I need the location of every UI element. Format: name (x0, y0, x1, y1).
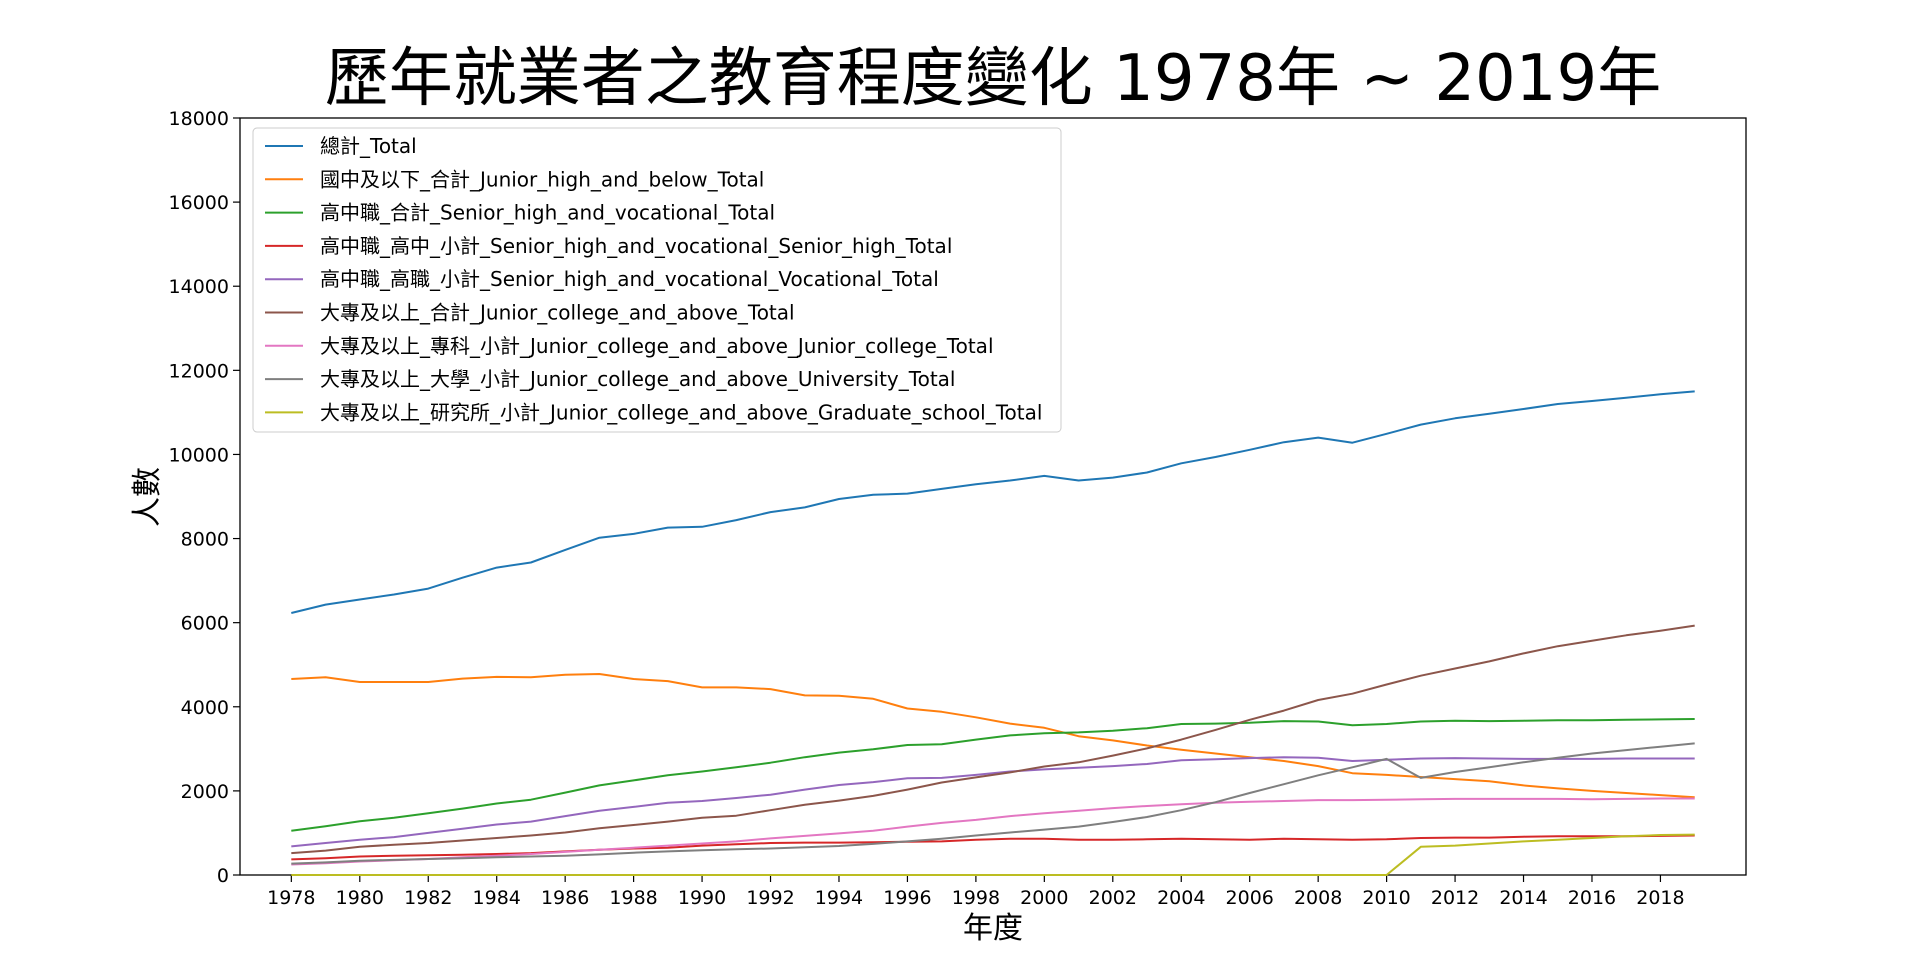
y-tick-label: 18000 (169, 108, 229, 130)
y-axis-title: 人數 (130, 467, 165, 527)
legend-label-2: 國中及以下_合計_Junior_high_and_below_Total (320, 167, 764, 191)
series-line-9 (291, 833, 1695, 876)
series-line-8 (291, 742, 1695, 865)
x-tick-label: 2004 (1157, 887, 1205, 909)
x-tick-label: 1994 (815, 887, 863, 909)
x-tick-label: 1996 (883, 887, 931, 909)
series-line-5 (291, 756, 1695, 848)
x-tick-label: 1984 (473, 887, 521, 909)
x-tick-label: 2018 (1636, 887, 1684, 909)
legend-label-6: 大專及以上_合計_Junior_college_and_above_Total (320, 301, 795, 325)
y-tick-label: 12000 (169, 360, 229, 382)
x-tick-label: 1982 (404, 887, 452, 909)
y-tick-label: 10000 (169, 444, 229, 466)
x-tick-label: 1986 (541, 887, 589, 909)
y-tick-label: 2000 (181, 781, 229, 803)
legend-label-3: 高中職_合計_Senior_high_and_vocational_Total (320, 201, 775, 225)
x-axis-title: 年度 (963, 911, 1023, 946)
legend-label-4: 高中職_高中_小計_Senior_high_and_vocational_Sen… (320, 234, 952, 258)
x-tick-label: 2006 (1226, 887, 1274, 909)
series-line-6 (291, 624, 1695, 855)
y-tick-label: 4000 (181, 697, 229, 719)
legend-label-7: 大專及以上_專科_小計_Junior_college_and_above_Jun… (320, 334, 994, 358)
x-tick-label: 1988 (609, 887, 657, 909)
x-tick-label: 1992 (746, 887, 794, 909)
x-tick-label: 2016 (1568, 887, 1616, 909)
series-line-2 (291, 673, 1695, 799)
series-line-3 (291, 718, 1695, 832)
y-tick-label: 8000 (181, 529, 229, 551)
legend-label-8: 大專及以上_大學_小計_Junior_college_and_above_Uni… (320, 367, 955, 391)
y-tick-label: 6000 (181, 613, 229, 635)
series-line-4 (291, 834, 1695, 861)
series-lines (291, 390, 1695, 876)
legend-label-9: 大專及以上_研究所_小計_Junior_college_and_above_Gr… (320, 400, 1042, 424)
series-line-7 (291, 797, 1695, 866)
y-tick-label: 14000 (169, 276, 229, 298)
legend-frame (252, 127, 1062, 433)
x-tick-label: 2010 (1362, 887, 1410, 909)
x-tick-label: 2002 (1089, 887, 1137, 909)
y-tick-label: 0 (217, 865, 229, 887)
legend: 總計_Total 國中及以下_合計_Junior_high_and_below_T… (252, 127, 1062, 433)
legend-label-1: 總計_Total (320, 134, 417, 158)
x-tick-label: 1998 (952, 887, 1000, 909)
x-tick-label: 1978 (267, 887, 315, 909)
x-tick-label: 2008 (1294, 887, 1342, 909)
x-tick-label: 2000 (1020, 887, 1068, 909)
x-axis: 1978 1980 1982 1984 1986 1988 1990 1992 1994 1996… (267, 875, 1685, 909)
x-tick-label: 2012 (1431, 887, 1479, 909)
legend-label-5: 高中職_高職_小計_Senior_high_and_vocational_Voc… (320, 267, 939, 291)
series-line-1 (291, 390, 1695, 614)
x-tick-label: 2014 (1499, 887, 1547, 909)
y-axis: 0 2000 4000 6000 8000 10000 12000 14000 16000 180… (169, 108, 240, 887)
chart-title: 歷年就業者之教育程度變化 1978年 ~ 2019年 (325, 42, 1661, 116)
x-tick-label: 1980 (336, 887, 384, 909)
y-tick-label: 16000 (169, 192, 229, 214)
x-tick-label: 1990 (678, 887, 726, 909)
